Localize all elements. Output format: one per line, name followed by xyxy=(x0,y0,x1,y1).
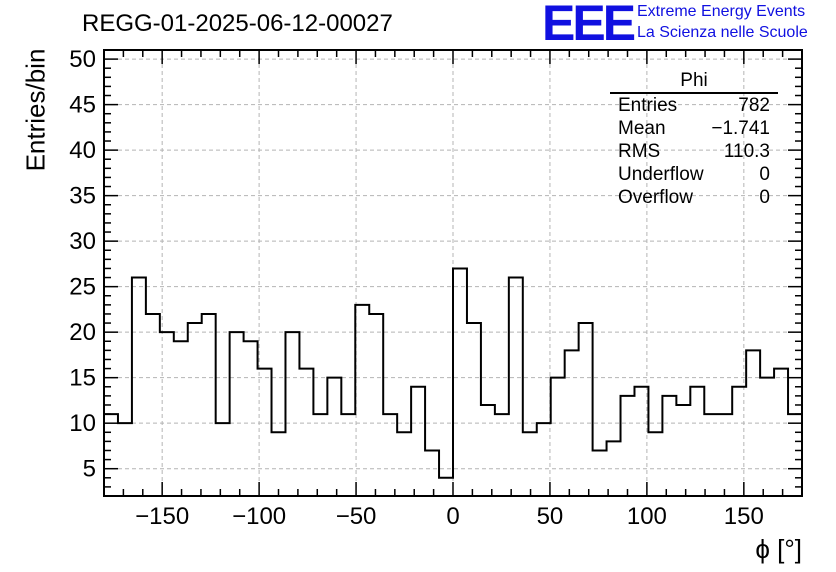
y-tick-label: 50 xyxy=(69,46,96,73)
x-tick-label: 0 xyxy=(446,503,459,530)
stats-value: 0 xyxy=(759,187,770,208)
x-tick-label: −150 xyxy=(135,503,189,530)
y-tick-label: 25 xyxy=(69,274,96,301)
stats-value: −1.741 xyxy=(711,118,770,139)
stats-row-underflow: Underflow 0 xyxy=(610,163,778,186)
y-tick-label: 20 xyxy=(69,319,96,346)
x-tick-label: 150 xyxy=(724,503,764,530)
y-tick-label: 15 xyxy=(69,365,96,392)
x-tick-label: 100 xyxy=(627,503,667,530)
stats-label: Overflow xyxy=(618,187,693,208)
logo-caption-line2: La Scienza nelle Scuole xyxy=(637,24,808,41)
axis-ticks xyxy=(104,49,802,496)
y-tick-label: 5 xyxy=(83,456,96,483)
y-tick-label: 40 xyxy=(69,137,96,164)
logo-caption-line1: Extreme Energy Events xyxy=(637,3,806,20)
stats-row-mean: Mean −1.741 xyxy=(610,117,778,140)
y-tick-label: 45 xyxy=(69,92,96,119)
stats-row-rms: RMS 110.3 xyxy=(610,140,778,163)
stats-value: 110.3 xyxy=(723,141,770,162)
axis-tick-labels: −150 −100 −50 0 50 100 150 5 10 15 20 25 30 35 40 45 50 xyxy=(69,46,764,530)
stats-label: Entries xyxy=(618,95,678,116)
y-tick-label: 35 xyxy=(69,183,96,210)
stats-label: Underflow xyxy=(618,164,704,185)
histogram-outline xyxy=(104,267,802,479)
stats-title: Phi xyxy=(610,70,778,94)
stats-value: 782 xyxy=(738,95,770,116)
chart-title: REGG-01-2025-06-12-00027 xyxy=(82,10,393,37)
stats-label: Mean xyxy=(618,118,666,139)
grid-lines xyxy=(104,50,802,496)
y-tick-label: 10 xyxy=(69,410,96,437)
x-tick-label: 50 xyxy=(537,503,564,530)
x-tick-label: −50 xyxy=(336,503,377,530)
y-tick-label: 30 xyxy=(69,228,96,255)
y-axis-label: Entries/bin xyxy=(20,48,51,172)
stats-row-overflow: Overflow 0 xyxy=(610,186,778,209)
stats-row-entries: Entries 782 xyxy=(610,94,778,117)
stats-label: RMS xyxy=(618,141,661,162)
x-tick-label: −100 xyxy=(232,503,286,530)
stats-box: Phi Entries 782 Mean −1.741 RMS 110.3 Un… xyxy=(610,70,778,209)
eee-logo: EEE xyxy=(542,0,636,51)
stats-value: 0 xyxy=(759,164,770,185)
x-axis-label: ϕ [°] xyxy=(755,534,802,564)
